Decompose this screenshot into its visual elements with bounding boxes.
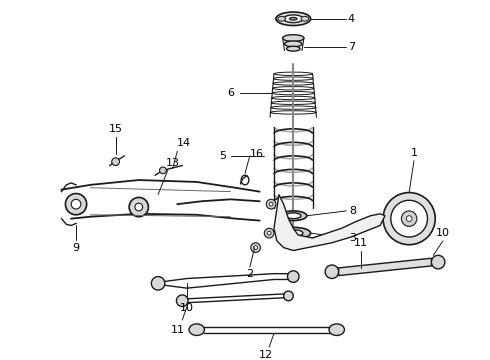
Text: 5: 5 [220,151,226,161]
Ellipse shape [160,167,166,174]
Ellipse shape [284,230,303,237]
Ellipse shape [283,35,304,41]
Ellipse shape [272,91,315,95]
Ellipse shape [272,87,314,90]
Ellipse shape [329,324,344,336]
Text: 14: 14 [177,138,191,148]
Ellipse shape [278,16,286,21]
Ellipse shape [273,77,313,80]
Ellipse shape [266,199,276,209]
Ellipse shape [270,106,316,109]
Ellipse shape [274,72,313,76]
Ellipse shape [271,101,316,104]
Ellipse shape [286,213,301,219]
Text: 3: 3 [350,233,357,243]
Text: 6: 6 [227,88,234,98]
Ellipse shape [112,158,120,166]
Ellipse shape [284,291,294,301]
Text: 7: 7 [347,42,355,52]
Ellipse shape [271,96,315,100]
Ellipse shape [251,243,261,252]
Text: 11: 11 [354,238,368,248]
Text: 10: 10 [436,228,450,238]
Ellipse shape [301,16,309,21]
Text: 10: 10 [180,303,194,314]
Ellipse shape [284,15,303,23]
Ellipse shape [401,211,417,226]
Ellipse shape [290,17,297,20]
Ellipse shape [276,227,311,239]
Ellipse shape [287,46,300,51]
Polygon shape [274,194,385,251]
Ellipse shape [269,202,273,206]
Ellipse shape [273,82,314,85]
Text: 1: 1 [411,148,417,158]
Text: 16: 16 [249,149,264,159]
Text: 12: 12 [259,350,273,360]
Ellipse shape [288,271,299,282]
Ellipse shape [406,216,412,221]
Ellipse shape [241,175,249,185]
Text: 9: 9 [73,243,79,253]
Text: 2: 2 [246,269,253,279]
Text: 13: 13 [166,158,179,168]
Ellipse shape [280,211,307,221]
Ellipse shape [129,197,148,217]
Ellipse shape [264,228,274,238]
Ellipse shape [285,41,302,47]
Ellipse shape [135,203,143,211]
Ellipse shape [270,111,317,114]
Ellipse shape [254,246,258,249]
Ellipse shape [267,231,271,235]
Ellipse shape [71,199,81,209]
Ellipse shape [383,193,435,245]
Ellipse shape [151,276,165,290]
Polygon shape [339,258,431,276]
Text: 11: 11 [171,325,184,335]
Ellipse shape [276,12,311,26]
Ellipse shape [65,194,87,215]
Ellipse shape [176,295,188,306]
Text: 15: 15 [109,124,122,134]
Text: 8: 8 [349,206,357,216]
Ellipse shape [189,324,204,336]
Ellipse shape [391,200,427,237]
Ellipse shape [431,255,445,269]
Text: 4: 4 [347,14,355,24]
Ellipse shape [325,265,339,279]
